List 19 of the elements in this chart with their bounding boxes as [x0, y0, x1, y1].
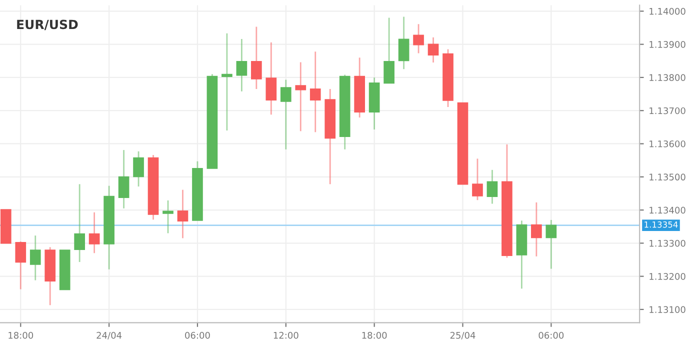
text: EUR/USD [17, 20, 78, 30]
y-tick-label: 1.14000 [650, 8, 686, 15]
y-tick-label: 1.13500 [650, 174, 686, 180]
x-tick-label: 06:00 [185, 332, 210, 339]
y-tick-label: 1.13900 [650, 41, 686, 48]
y-tick-label: 1.13700 [650, 107, 686, 114]
x-tick-label: 06:00 [538, 332, 564, 339]
x-tick-label: 24/04 [96, 332, 122, 340]
y-tick-label: 1.13100 [650, 306, 686, 314]
y-tick-label: 1.13200 [650, 273, 686, 280]
y-tick-label: 1.13300 [650, 240, 686, 247]
y-tick-label: 1.13600 [650, 140, 686, 148]
x-tick-label: 12:00 [274, 332, 298, 339]
x-tick-label: 18:00 [8, 332, 34, 339]
y-tick-label: 1.13400 [650, 206, 686, 214]
x-tick-label: 25/04 [450, 332, 476, 340]
ref-line-label: 1.13354 [644, 221, 678, 228]
x-tick-label: 18:00 [362, 332, 387, 339]
y-tick-label: 1.13800 [650, 74, 686, 82]
